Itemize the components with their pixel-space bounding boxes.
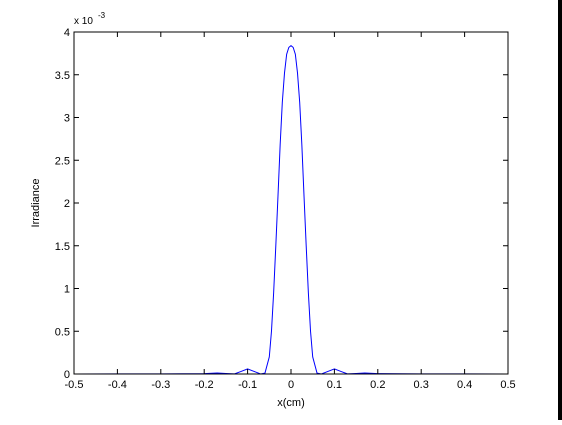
y-tick-label: 0 bbox=[64, 369, 70, 381]
y-axis-label: Irradiance bbox=[30, 179, 42, 228]
x-tick-label: -0.3 bbox=[151, 379, 170, 391]
y-tick-label: 1.5 bbox=[55, 241, 70, 253]
plot-area bbox=[74, 32, 508, 374]
y-tick-label: 4 bbox=[64, 27, 70, 39]
y-tick-label: 2 bbox=[64, 198, 70, 210]
plot-background bbox=[74, 32, 508, 374]
x-tick-label: 0.1 bbox=[327, 379, 342, 391]
series-layer bbox=[73, 45, 509, 375]
x-tick-label: -0.2 bbox=[195, 379, 214, 391]
labels-layer: x(cm) Irradiance x 10 -3 bbox=[30, 11, 305, 409]
x-tick-label: 0.4 bbox=[457, 379, 472, 391]
y-tick-label: 0.5 bbox=[55, 326, 70, 338]
x-tick-label: -0.5 bbox=[65, 379, 84, 391]
y-exponent-power: -3 bbox=[98, 11, 106, 20]
x-tick-label: 0.5 bbox=[500, 379, 515, 391]
y-tick-label: 3.5 bbox=[55, 70, 70, 82]
y-exponent-base: x 10 bbox=[74, 16, 93, 27]
x-axis-label: x(cm) bbox=[277, 397, 305, 409]
axes-layer: -0.5 -0.4 -0.3 -0.2 -0.1 0 0.1 0.2 0.3 0.4 0.5 0 0.5… bbox=[55, 27, 516, 391]
series-line-0 bbox=[73, 45, 509, 375]
x-tick-label: 0.2 bbox=[370, 379, 385, 391]
y-tick-label: 3 bbox=[64, 113, 70, 125]
x-tick-label: 0.3 bbox=[414, 379, 429, 391]
x-tick-label: 0 bbox=[288, 379, 294, 391]
y-tick-label: 2.5 bbox=[55, 155, 70, 167]
x-tick-label: -0.4 bbox=[108, 379, 127, 391]
y-tick-label: 1 bbox=[64, 284, 70, 296]
x-tick-label: -0.1 bbox=[238, 379, 257, 391]
window-edge bbox=[558, 0, 562, 420]
